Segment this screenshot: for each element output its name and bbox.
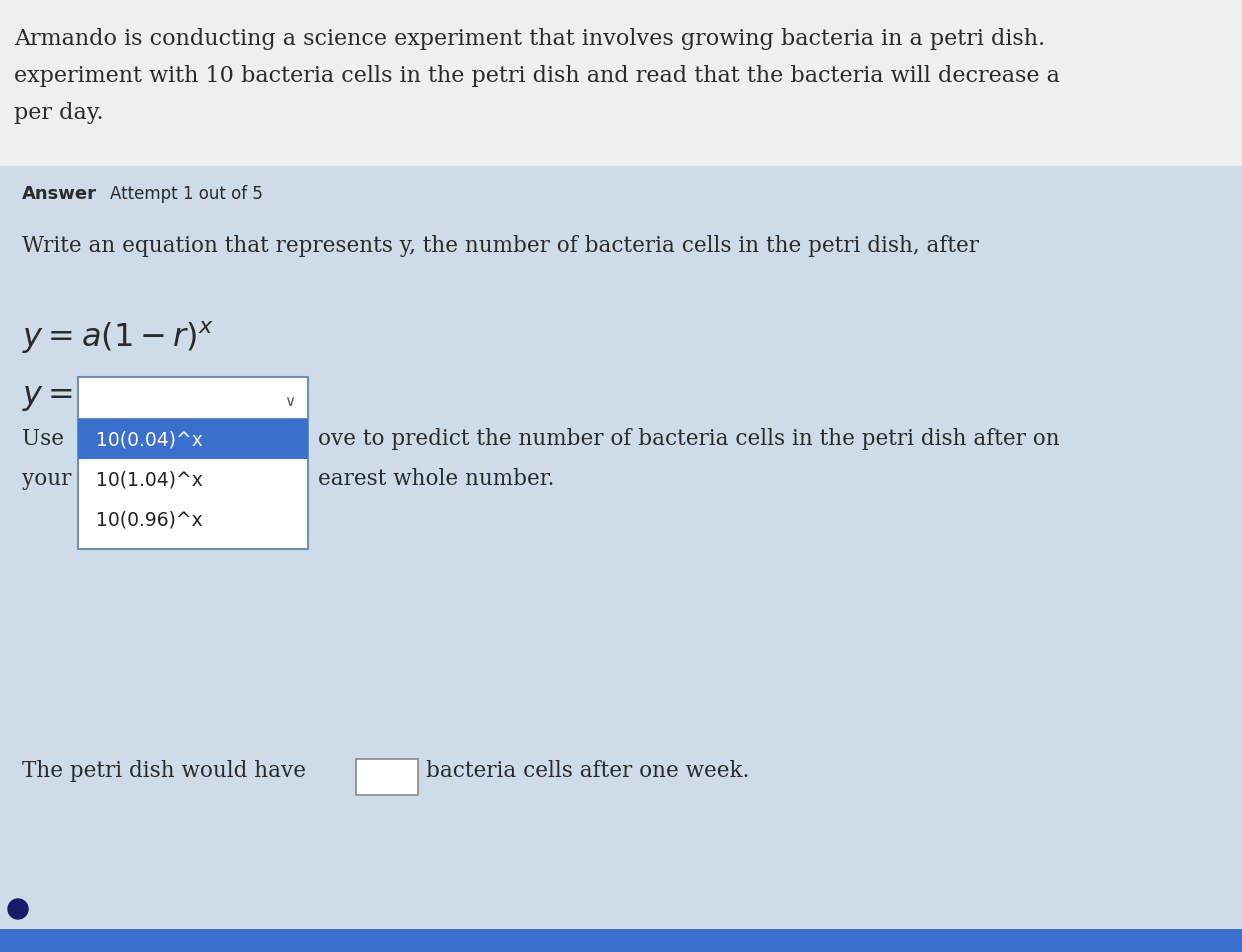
Circle shape (7, 899, 29, 919)
Text: Write an equation that represents y, the number of bacteria cells in the petri d: Write an equation that represents y, the… (22, 235, 979, 257)
Text: 10(0.96)^x: 10(0.96)^x (96, 510, 202, 529)
Text: 10(1.04)^x: 10(1.04)^x (96, 470, 202, 489)
Text: $y =$: $y =$ (22, 382, 73, 412)
Text: Answer: Answer (22, 185, 97, 203)
Text: Attempt 1 out of 5: Attempt 1 out of 5 (111, 185, 263, 203)
Text: 10(0.04)^x: 10(0.04)^x (96, 430, 202, 449)
Text: your: your (22, 467, 71, 489)
Text: The petri dish would have: The petri dish would have (22, 759, 306, 782)
Bar (78, 420, 308, 460)
Bar (356, 759, 419, 795)
Bar (78, 378, 308, 420)
Text: earest whole number.: earest whole number. (318, 467, 554, 489)
Text: ∨: ∨ (284, 393, 296, 408)
Text: experiment with 10 bacteria cells in the petri dish and read that the bacteria w: experiment with 10 bacteria cells in the… (14, 65, 1059, 87)
Text: Use: Use (22, 427, 65, 449)
Text: per day.: per day. (14, 102, 103, 124)
Text: bacteria cells after one week.: bacteria cells after one week. (426, 759, 749, 782)
Bar (78, 420, 308, 549)
Text: $y = a(1-r)^x$: $y = a(1-r)^x$ (22, 320, 214, 356)
Text: Armando is conducting a science experiment that involves growing bacteria in a p: Armando is conducting a science experime… (14, 28, 1045, 50)
Text: ove to predict the number of bacteria cells in the petri dish after on: ove to predict the number of bacteria ce… (318, 427, 1059, 449)
Bar (78, 420, 308, 460)
